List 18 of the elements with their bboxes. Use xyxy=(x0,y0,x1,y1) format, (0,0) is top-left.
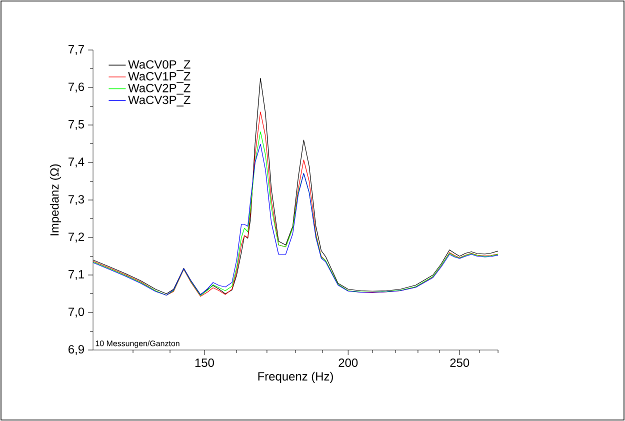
y-tick-label: 7,3 xyxy=(68,195,84,205)
y-tick-label: 7,4 xyxy=(68,158,84,168)
y-tick-label: 7,5 xyxy=(68,120,84,130)
y-tick-label: 7,6 xyxy=(68,82,84,92)
y-tick-label: 7,0 xyxy=(68,308,84,318)
legend-label: WaCV3P_Z xyxy=(128,96,190,106)
y-tick-label: 7,7 xyxy=(68,45,84,55)
x-axis-title: Frequenz (Hz) xyxy=(258,372,333,383)
legend-label: WaCV0P_Z xyxy=(128,60,190,71)
legend-label: WaCV1P_Z xyxy=(128,72,190,83)
y-tick-label: 7,2 xyxy=(68,232,84,242)
y-tick-label: 7,1 xyxy=(68,270,84,280)
y-tick-label: 6,9 xyxy=(68,345,84,355)
y-axis-title: Impedanz (Ω) xyxy=(50,164,62,236)
legend-label: WaCV2P_Z xyxy=(128,84,190,95)
x-tick-label: 250 xyxy=(450,358,470,367)
x-tick-label: 200 xyxy=(338,358,358,367)
x-tick-label: 150 xyxy=(195,358,214,367)
